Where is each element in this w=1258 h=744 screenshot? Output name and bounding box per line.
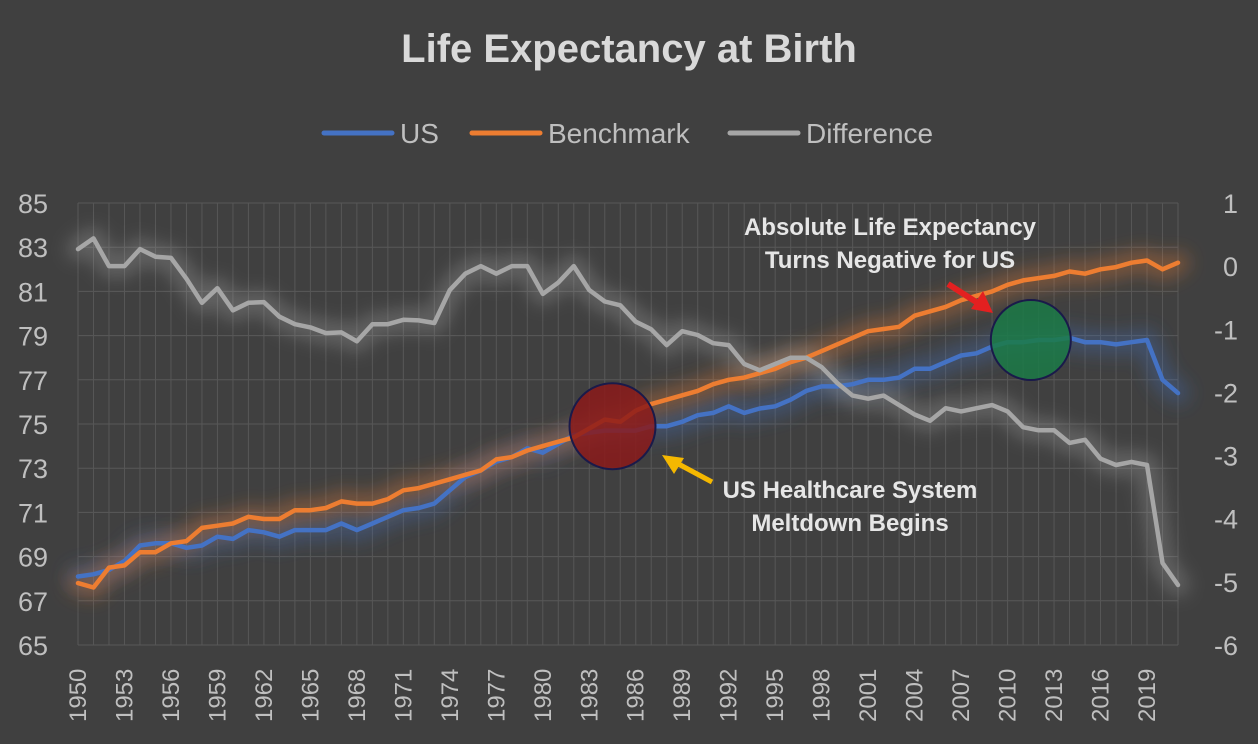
y2-tick-label: -3 [1214,442,1238,472]
x-tick-label: 1977 [483,669,510,722]
y2-tick-label: 0 [1223,252,1238,282]
y2-tick-label: 1 [1223,189,1238,219]
x-tick-label: 1965 [297,669,324,722]
series-line-difference [75,236,1181,588]
y2-tick-label: -4 [1214,505,1238,535]
x-tick-label: 1950 [65,669,92,722]
x-tick-label: 1998 [809,669,836,722]
y-tick-label: 71 [18,498,48,528]
x-tick-label: 1968 [344,669,371,722]
y-tick-label: 73 [18,454,48,484]
y-tick-label: 77 [18,366,48,396]
x-tick-label: 2007 [948,669,975,722]
x-tick-label: 1989 [669,669,696,722]
x-tick-label: 1953 [111,669,138,722]
legend: US Benchmark Difference [321,118,933,149]
y-axis-right: -6 -5 -4 -3 -2 -1 0 1 [1214,189,1238,661]
x-tick-label: 2019 [1134,669,1161,722]
y-tick-label: 81 [18,277,48,307]
y-tick-label: 79 [18,322,48,352]
x-tick-label: 2010 [995,669,1022,722]
annotation-marker-absolute [989,299,1072,382]
x-tick-label: 1956 [158,669,185,722]
y2-tick-label: -6 [1214,631,1238,661]
y2-tick-label: -2 [1214,378,1238,408]
annotation-arrowhead-meltdown [662,455,684,474]
legend-label-benchmark: Benchmark [548,118,691,149]
y-tick-label: 83 [18,233,48,263]
x-axis: 1950 1953 1956 1959 1962 1965 1968 1971 1974 1977… [65,669,1161,722]
x-tick-label: 1959 [204,669,231,722]
annotation-text-absolute: Turns Negative for US [765,247,1015,274]
chart-title: Life Expectancy at Birth [401,27,857,71]
y-tick-label: 69 [18,543,48,573]
x-tick-label: 1992 [716,669,743,722]
x-tick-label: 1980 [530,669,557,722]
x-tick-label: 2004 [902,669,929,722]
annotation-text-meltdown: US Healthcare System [723,477,978,504]
x-tick-label: 1962 [251,669,278,722]
y2-tick-label: -1 [1214,315,1238,345]
legend-label-difference: Difference [806,118,933,149]
annotation-marker-meltdown [568,382,657,471]
annotation-text-meltdown: Meltdown Begins [751,510,948,537]
annotations: Absolute Life Expectancy Turns Negative f… [568,214,1072,537]
x-tick-label: 1971 [390,669,417,722]
y-tick-label: 85 [18,189,48,219]
x-tick-label: 1974 [437,669,464,722]
annotation-arrowhead-absolute [971,291,993,313]
y-tick-label: 75 [18,410,48,440]
y-tick-label: 67 [18,587,48,617]
x-tick-label: 2001 [855,669,882,722]
y-tick-label: 65 [18,631,48,661]
x-tick-label: 1983 [576,669,603,722]
y-axis-left: 65 67 69 71 73 75 77 79 81 83 85 [18,189,48,661]
x-tick-label: 1986 [623,669,650,722]
x-tick-label: 1995 [762,669,789,722]
x-tick-label: 2016 [1088,669,1115,722]
y2-tick-label: -5 [1214,568,1238,598]
annotation-text-absolute: Absolute Life Expectancy [744,214,1037,241]
legend-label-us: US [400,118,439,149]
x-tick-label: 2013 [1041,669,1068,722]
